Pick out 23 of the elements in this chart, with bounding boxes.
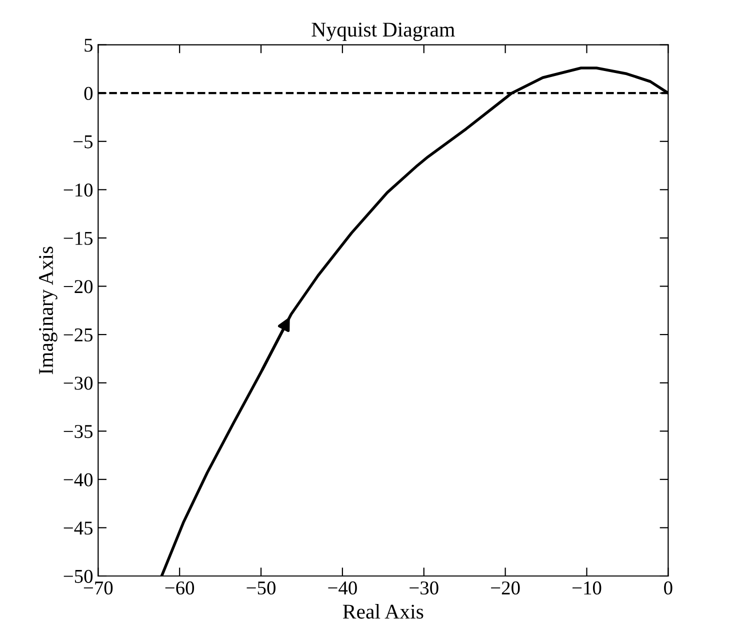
x-axis-title: Real Axis <box>342 604 424 619</box>
y-axis-title: Imaginary Axis <box>39 246 58 374</box>
y-tick-label: −35 <box>64 425 93 438</box>
y-tick-label: −15 <box>64 232 93 245</box>
x-tick-label: −40 <box>328 581 357 595</box>
x-tick-label: −10 <box>572 581 602 595</box>
y-tick-label: −25 <box>64 328 93 342</box>
y-tick-label: 0 <box>84 86 93 100</box>
chart-title: Nyquist Diagram <box>312 22 455 41</box>
x-tick-label: −20 <box>491 581 520 595</box>
x-tick-label: −60 <box>165 581 194 595</box>
y-tick-label: −20 <box>64 280 93 294</box>
y-tick-label: −40 <box>64 473 93 486</box>
y-tick-label: −30 <box>64 376 93 390</box>
y-tick-label: −45 <box>64 522 93 535</box>
x-tick-label: −70 <box>84 581 113 595</box>
y-tick-label: −5 <box>74 135 93 148</box>
y-tick-label: −10 <box>64 183 93 197</box>
x-tick-label: −50 <box>246 581 276 595</box>
x-tick-label: 0 <box>664 581 672 595</box>
y-tick-label: 5 <box>84 38 93 52</box>
y-tick-label: −50 <box>64 570 93 583</box>
x-tick-label: −30 <box>410 581 438 595</box>
